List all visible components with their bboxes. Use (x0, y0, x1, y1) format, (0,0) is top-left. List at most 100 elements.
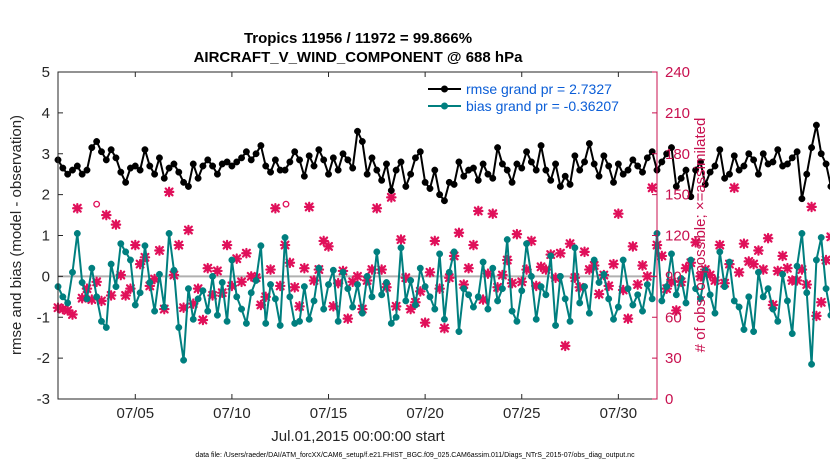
obs-assimilated-point (110, 219, 122, 230)
rmse-point (803, 170, 811, 178)
bias-point (209, 272, 217, 280)
rmse-point (267, 168, 274, 176)
rmse-point (358, 138, 366, 145)
bias-point (817, 234, 825, 241)
obs-assimilated-point (815, 296, 827, 308)
obs-assimilated-point (178, 302, 189, 314)
obs-assimilated-point (308, 275, 320, 286)
obs-assimilated-point (395, 234, 407, 245)
bias-point (494, 297, 502, 305)
legend-bias-marker (441, 102, 448, 110)
rmse-point (498, 160, 506, 168)
bias-point (238, 305, 246, 313)
rmse-point (354, 127, 361, 135)
plot-area (58, 72, 657, 399)
rmse-point (141, 146, 149, 154)
bias-point (629, 301, 637, 309)
bias-point (112, 283, 120, 291)
rmse-point (238, 154, 246, 162)
obs-assimilated-point (453, 227, 465, 239)
rmse-point (73, 162, 81, 170)
bias-point (431, 305, 439, 313)
rmse-point (735, 166, 743, 174)
bias-point (223, 317, 231, 325)
bias-point (469, 303, 477, 311)
rmse-point (228, 162, 236, 170)
y-right-tick-label: 0 (665, 391, 673, 408)
obs-assimilated-point (414, 286, 426, 297)
bias-point (378, 291, 386, 299)
obs-assimilated-point (637, 260, 648, 271)
bias-point (397, 244, 405, 252)
y-right-tick-label: 120 (665, 228, 690, 245)
bias-point (523, 240, 531, 248)
obs-assimilated-point (400, 272, 412, 284)
bias-point (175, 324, 183, 331)
bias-point (754, 268, 762, 276)
obs-assimilated-point (506, 277, 518, 289)
obs-assimilated-point (540, 264, 552, 275)
bias-point (315, 264, 323, 272)
bias-point (155, 270, 163, 278)
obs-assimilated-point (197, 314, 209, 326)
bias-point (349, 303, 357, 311)
bias-point (793, 262, 801, 270)
rmse-point (783, 160, 791, 168)
obs-assimilated-point (231, 253, 243, 264)
rmse-point (798, 195, 806, 203)
obs-assimilated-point (260, 291, 272, 303)
bias-point (677, 274, 685, 282)
obs-assimilated-point (57, 303, 69, 315)
bias-point (614, 303, 622, 311)
obs-assimilated-point (656, 250, 668, 262)
obs-assimilated-point (284, 257, 296, 269)
obs-assimilated-point (733, 266, 745, 278)
rmse-point (180, 178, 188, 186)
x-axis-ticks: 07/05 07/10 07/15 07/20 07/25 07/30 (117, 72, 637, 422)
obs-assimilated-point (241, 247, 252, 259)
rmse-point (571, 152, 579, 160)
rmse-point (827, 183, 830, 190)
bias-point (69, 268, 76, 276)
rmse-point (552, 160, 560, 168)
obs-assimilated-point (811, 310, 822, 322)
obs-assimilated-point (477, 294, 489, 305)
obs-assimilated-point (762, 232, 774, 244)
rmse-point (296, 156, 303, 164)
bias-point (532, 315, 540, 323)
obs-assimilated-point (347, 276, 358, 288)
bias-point (436, 250, 444, 258)
obs-assimilated-point (129, 239, 141, 251)
obs-assimilated-point (366, 264, 378, 275)
bias-point (402, 297, 410, 305)
bias-point (745, 293, 753, 301)
rmse-point (721, 174, 729, 182)
rmse-point (774, 146, 782, 154)
obs-assimilated-point (376, 264, 387, 275)
rmse-point (175, 168, 183, 176)
bias-point (822, 285, 830, 293)
rmse-point (136, 166, 144, 174)
obs-assimilated-point (289, 281, 301, 293)
rmse-point (634, 162, 642, 170)
y-right-tick-label: 90 (665, 268, 682, 285)
obs-assimilated-point (173, 239, 185, 251)
bias-point (808, 360, 816, 368)
bias-point (721, 283, 729, 291)
bias-point (184, 285, 192, 293)
rmse-point (310, 162, 318, 170)
obs-assimilated-point (564, 238, 576, 249)
bias-point (165, 230, 173, 237)
obs-assimilated-point (738, 238, 750, 249)
x-axis-label: Jul.01,2015 00:00:00 start (271, 428, 445, 445)
rmse-point (692, 166, 700, 174)
bias-point (518, 287, 526, 295)
obs-assimilated-point (255, 299, 267, 311)
y-right-tick-label: 60 (665, 309, 682, 326)
obs-assimilated-point (559, 340, 571, 352)
bias-point (600, 270, 608, 278)
obs-assimilated-point (76, 292, 88, 304)
rmse-point (334, 166, 342, 174)
bias-point (213, 311, 221, 319)
rmse-point (619, 170, 627, 178)
